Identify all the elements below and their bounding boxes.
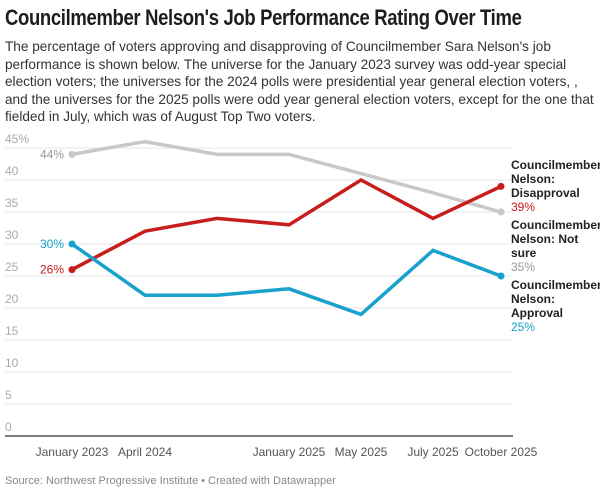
x-tick-label: January 2025	[253, 445, 326, 459]
y-tick-label: 35	[5, 196, 19, 210]
series-label: Approval	[511, 306, 563, 320]
y-tick-label: 30	[5, 228, 19, 242]
x-tick-label: April 2024	[118, 445, 172, 459]
y-tick-label: 45%	[5, 132, 29, 146]
data-point	[68, 150, 76, 158]
y-tick-label: 0	[5, 420, 12, 434]
chart-subtitle: The percentage of voters approving and d…	[5, 39, 594, 124]
series-label: Nelson:	[511, 292, 555, 306]
y-tick-label: 15	[5, 324, 19, 338]
y-tick-label: 40	[5, 164, 19, 178]
x-tick-label: October 2025	[465, 445, 538, 459]
start-value-label: 26%	[40, 263, 64, 277]
y-tick-label: 20	[5, 292, 19, 306]
series-label: sure	[511, 246, 537, 260]
data-point	[497, 182, 505, 190]
series-label: Disapproval	[511, 186, 580, 200]
series-label: Councilmember	[511, 158, 600, 172]
source-note: Source: Northwest Progressive Institute …	[5, 475, 336, 487]
series-label: Councilmember	[511, 278, 600, 292]
end-value-label: 39%	[511, 200, 535, 214]
data-point	[497, 272, 505, 280]
data-point	[68, 266, 76, 274]
y-tick-label: 10	[5, 356, 19, 370]
data-point	[68, 240, 76, 248]
start-value-label: 44%	[40, 147, 64, 161]
series-label: Nelson:	[511, 172, 555, 186]
series-line	[71, 177, 502, 272]
chart-title: Councilmember Nelson's Job Performance R…	[5, 5, 522, 30]
y-tick-label: 5	[5, 388, 12, 402]
series-label: Councilmember	[511, 218, 600, 232]
series-line	[70, 242, 502, 317]
end-value-label: 35%	[511, 260, 535, 274]
start-value-label: 30%	[40, 237, 64, 251]
data-point	[497, 208, 505, 216]
series-line	[71, 139, 502, 214]
x-tick-label: May 2025	[335, 445, 388, 459]
end-value-label: 25%	[511, 320, 535, 334]
x-tick-label: January 2023	[36, 445, 109, 459]
series-label: Nelson: Not	[511, 232, 578, 246]
x-tick-label: July 2025	[407, 445, 459, 459]
y-tick-label: 25	[5, 260, 19, 274]
